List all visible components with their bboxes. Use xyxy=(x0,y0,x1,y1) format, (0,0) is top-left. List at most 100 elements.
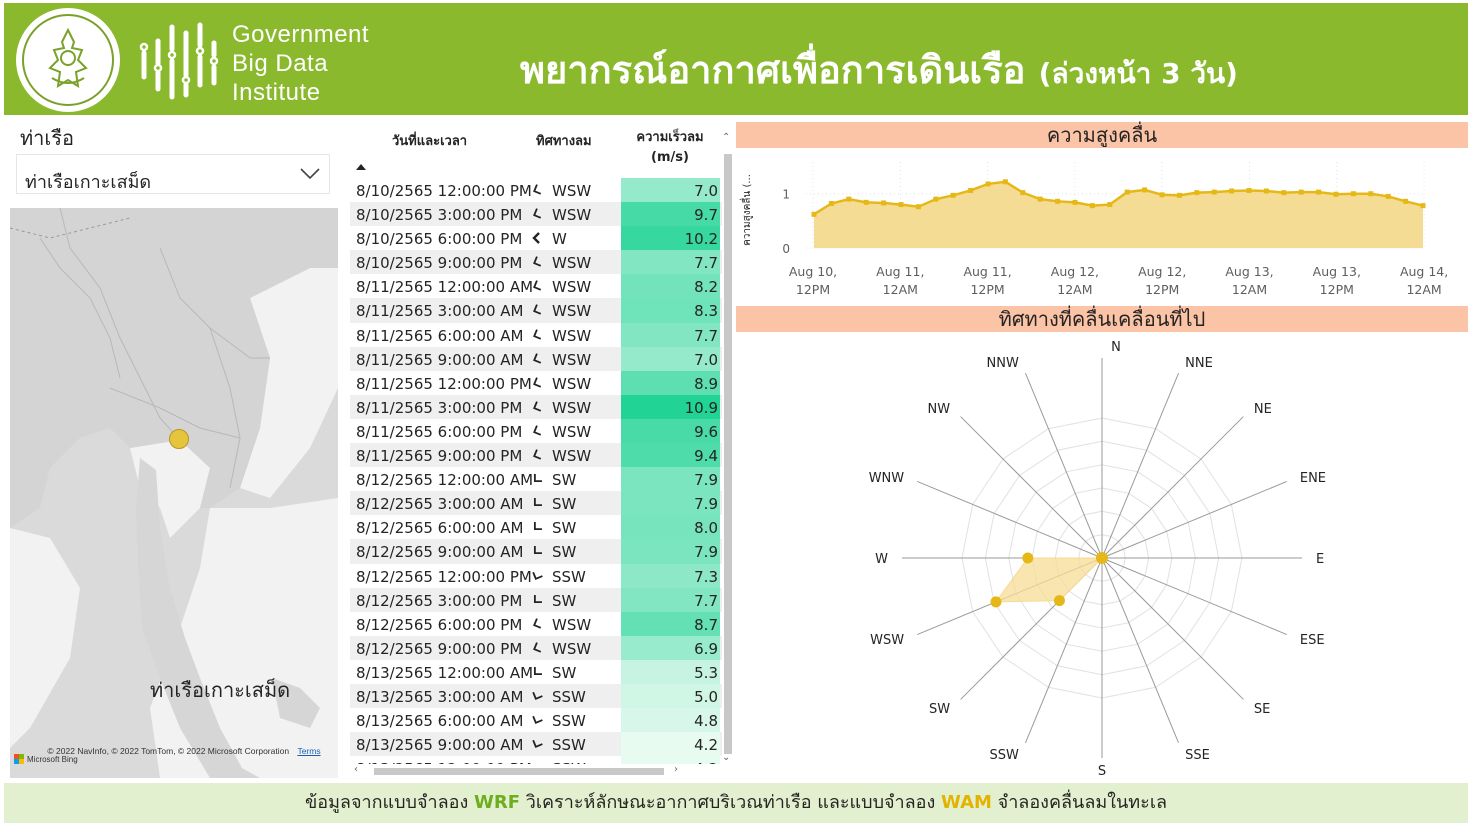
wave-height-point xyxy=(1385,193,1391,199)
table-row[interactable]: 8/11/2565 6:00:00 PM WSW 9.6 xyxy=(350,418,722,444)
wave-direction-radar-chart[interactable]: N NNE NE ENE E ESE SE SSE S SSW SW WSW W WNW NW NNW xyxy=(736,332,1468,778)
radar-spoke xyxy=(1025,373,1103,559)
wave-height-point xyxy=(915,204,921,210)
table-row[interactable]: 8/13/2565 12:00:00 PM SSW 4.2 xyxy=(350,756,722,764)
wave-height-point xyxy=(1298,189,1304,195)
table-row[interactable]: 8/12/2565 12:00:00 AM SW 7.9 xyxy=(350,467,722,492)
radar-data-point xyxy=(1022,552,1034,564)
x-tick-label: Aug 11, xyxy=(876,264,924,279)
port-dropdown-value: ท่าเรือเกาะเสม็ด xyxy=(25,172,152,193)
table-row[interactable]: 8/12/2565 9:00:00 PM WSW 6.9 xyxy=(350,635,722,660)
wave-height-point xyxy=(1107,202,1113,208)
scrollbar-thumb-horizontal[interactable] xyxy=(374,768,664,775)
cell-wind-direction: WSW xyxy=(552,206,592,225)
radar-category-label: SE xyxy=(1254,702,1270,717)
cell-date: 8/10/2565 9:00:00 PM xyxy=(356,254,523,273)
wind-direction-arrow-icon xyxy=(533,594,542,603)
cell-wind-speed: 7.0 xyxy=(621,178,720,203)
sort-ascending-icon[interactable] xyxy=(356,164,366,170)
radar-spoke xyxy=(960,416,1103,559)
wave-height-point xyxy=(1089,203,1095,209)
wave-height-chart[interactable]: 0 1 ความสูงคลื่น (... Aug 10, 12PM Aug 11, 12A… xyxy=(736,150,1468,300)
table-row[interactable]: 8/11/2565 3:00:00 AM WSW 8.3 xyxy=(350,298,722,323)
cell-wind-speed: 5.3 xyxy=(621,659,720,684)
table-row[interactable]: 8/10/2565 9:00:00 PM WSW 7.7 xyxy=(350,250,722,275)
table-row[interactable]: 8/11/2565 6:00:00 AM WSW 7.7 xyxy=(350,322,722,347)
table-row[interactable]: 8/12/2565 6:00:00 AM SW 8.0 xyxy=(350,515,722,540)
cell-wind-direction: SSW xyxy=(552,712,586,731)
table-row[interactable]: 8/13/2565 12:00:00 AM SW 5.3 xyxy=(350,659,722,684)
cell-date: 8/11/2565 3:00:00 PM xyxy=(356,398,523,417)
table-vertical-scrollbar[interactable]: ⌃ ⌄ xyxy=(722,132,732,764)
cell-date: 8/11/2565 12:00:00 PM xyxy=(356,374,532,393)
col-header-wind-speed[interactable]: ความเร็วลม (m/s) xyxy=(620,128,720,168)
table-row[interactable]: 8/12/2565 12:00:00 PM SSW 7.3 xyxy=(350,563,722,588)
table-row[interactable]: 8/11/2565 12:00:00 PM WSW 8.9 xyxy=(350,370,722,395)
cell-wind-direction: SSW xyxy=(552,736,586,755)
cell-date: 8/13/2565 9:00:00 AM xyxy=(356,736,524,755)
scroll-down-icon[interactable]: ⌄ xyxy=(722,752,731,763)
table-row[interactable]: 8/12/2565 3:00:00 PM SW 7.7 xyxy=(350,587,722,612)
table-row[interactable]: 8/10/2565 6:00:00 PM W 10.2 xyxy=(350,226,722,251)
cell-wind-speed: 8.9 xyxy=(621,370,720,395)
y-axis-label: ความสูงคลื่น (... xyxy=(739,174,753,246)
x-tick-label: Aug 13, xyxy=(1225,264,1273,279)
radar-spoke xyxy=(1101,373,1179,559)
cell-date: 8/11/2565 9:00:00 AM xyxy=(356,350,524,369)
table-horizontal-scrollbar[interactable]: ‹ › xyxy=(350,764,722,776)
col-header-date[interactable]: วันที่และเวลา xyxy=(392,134,468,149)
port-map[interactable]: ท่าเรือเกาะเสม็ด © 2022 NavInfo, © 2022 … xyxy=(10,208,338,778)
table-row[interactable]: 8/13/2565 9:00:00 AM SSW 4.2 xyxy=(350,732,722,757)
table-row[interactable]: 8/11/2565 9:00:00 AM WSW 7.0 xyxy=(350,346,722,371)
col-header-wind-direction[interactable]: ทิศทางลม xyxy=(536,134,592,149)
footer-wrf-model: WRF xyxy=(474,792,521,813)
port-slicer-label: ท่าเรือ xyxy=(20,126,75,150)
cell-date: 8/12/2565 3:00:00 PM xyxy=(356,591,523,610)
table-row[interactable]: 8/11/2565 12:00:00 AM WSW 8.2 xyxy=(350,274,722,299)
wave-height-point xyxy=(811,211,817,217)
table-row[interactable]: 8/13/2565 3:00:00 AM SSW 5.0 xyxy=(350,683,722,709)
scroll-up-icon[interactable]: ⌃ xyxy=(722,132,731,143)
cell-date: 8/11/2565 12:00:00 AM xyxy=(356,278,534,297)
cell-date: 8/12/2565 12:00:00 AM xyxy=(356,471,534,490)
table-row[interactable]: 8/11/2565 9:00:00 PM WSW 9.4 xyxy=(350,443,722,468)
cell-date: 8/11/2565 3:00:00 AM xyxy=(356,302,524,321)
scrollbar-thumb[interactable] xyxy=(724,154,732,754)
x-tick-label: 12AM xyxy=(1406,282,1441,297)
wind-direction-arrow-icon xyxy=(533,184,542,195)
radar-category-label: E xyxy=(1316,552,1324,567)
cell-wind-direction: SW xyxy=(552,663,577,682)
table-row[interactable]: 8/10/2565 12:00:00 PM WSW 7.0 xyxy=(350,178,722,203)
chevron-down-icon[interactable] xyxy=(299,165,321,181)
cell-wind-direction: W xyxy=(552,230,567,249)
cell-wind-speed: 9.4 xyxy=(621,443,720,468)
cell-wind-speed: 8.7 xyxy=(621,611,720,636)
table-body[interactable]: 8/10/2565 12:00:00 PM WSW 7.0 8/10/2565 3:0… xyxy=(350,178,722,764)
radar-category-label: NNE xyxy=(1185,356,1213,371)
wave-height-point xyxy=(1246,187,1252,193)
cell-wind-direction: SW xyxy=(552,591,577,610)
wave-height-point xyxy=(1263,188,1269,194)
scroll-left-icon[interactable]: ‹ xyxy=(354,764,358,775)
map-provider-name: Microsoft Bing xyxy=(27,754,78,764)
scroll-right-icon[interactable]: › xyxy=(674,764,678,775)
wave-height-point xyxy=(1159,192,1165,198)
table-row[interactable]: 8/10/2565 3:00:00 PM WSW 9.7 xyxy=(350,202,722,227)
wave-height-point xyxy=(1020,190,1026,196)
table-row[interactable]: 8/11/2565 3:00:00 PM WSW 10.9 xyxy=(350,394,722,419)
map-terms-link[interactable]: Terms xyxy=(297,746,321,756)
port-dropdown[interactable]: ท่าเรือเกาะเสม็ด xyxy=(16,154,330,194)
radar-data-point xyxy=(990,596,1002,608)
table-row[interactable]: 8/12/2565 6:00:00 PM WSW 8.7 xyxy=(350,611,722,636)
cell-wind-direction: WSW xyxy=(552,350,592,369)
wave-height-point xyxy=(933,196,939,202)
x-tick-label: 12PM xyxy=(970,282,1004,297)
table-row[interactable]: 8/13/2565 6:00:00 AM SSW 4.8 xyxy=(350,708,722,733)
port-location-marker[interactable] xyxy=(169,429,189,449)
table-row[interactable]: 8/12/2565 3:00:00 AM SW 7.9 xyxy=(350,491,722,516)
footer-text-1: ข้อมูลจากแบบจำลอง xyxy=(304,792,469,813)
cell-date: 8/12/2565 3:00:00 AM xyxy=(356,495,524,514)
radar-category-label: NNW xyxy=(987,356,1019,371)
table-row[interactable]: 8/12/2565 9:00:00 AM SW 7.9 xyxy=(350,539,722,564)
